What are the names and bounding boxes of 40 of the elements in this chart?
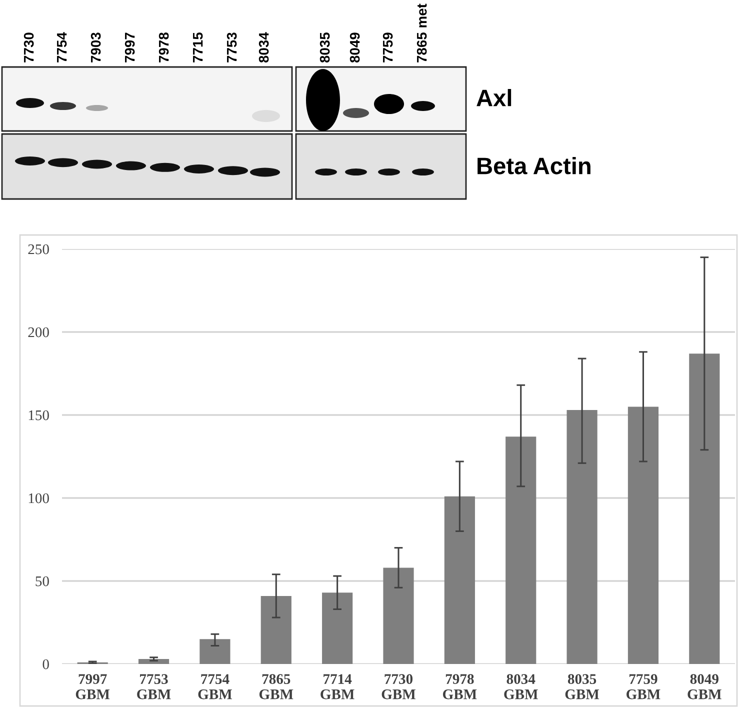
y-tick-label: 150: [28, 410, 49, 420]
bar: [260, 596, 292, 664]
text: 7715: [193, 32, 203, 62]
x-tick-label: 7730 GBM: [382, 674, 416, 700]
x-tick-label: 7759 GBM: [626, 674, 660, 700]
x-tick-label: 7753 GBM: [137, 674, 171, 700]
x-tick-label: 7978 GBM: [442, 674, 477, 700]
bar: [383, 568, 414, 664]
x-tick-label: 7865 GBM: [259, 674, 294, 700]
text: 8049: [350, 32, 360, 63]
y-tick-label: 200: [28, 327, 49, 338]
bar: [566, 410, 598, 664]
text: 7759: [382, 32, 393, 62]
text: 8034: [258, 32, 269, 63]
text: Axl: [476, 88, 512, 106]
bar: [200, 639, 230, 664]
bar: [444, 496, 475, 664]
bar: [506, 436, 536, 664]
text: Beta Actin: [478, 156, 590, 174]
text: 7730: [24, 32, 34, 62]
bar: [689, 354, 720, 664]
text: 7753: [226, 32, 237, 62]
text: 7865 met: [416, 4, 427, 62]
x-tick-label: 7997 GBM: [76, 674, 110, 700]
text: 8035: [320, 32, 330, 63]
y-tick-label: 0: [42, 659, 49, 670]
x-tick-label: 7714 GBM: [320, 674, 354, 700]
text: 7978: [158, 32, 169, 62]
x-tick-label: 8049 GBM: [688, 674, 722, 700]
y-tick-label: 100: [28, 493, 49, 504]
text: 7903: [90, 32, 101, 62]
text: 7997: [124, 32, 135, 62]
x-tick-label: 8035 GBM: [565, 674, 600, 700]
text: 7754: [57, 32, 67, 62]
y-tick-label: 50: [36, 576, 49, 586]
bar: [628, 406, 659, 664]
x-tick-label: 7754 GBM: [198, 674, 232, 700]
x-tick-label: 8034 GBM: [504, 674, 538, 700]
bar: [322, 592, 353, 664]
y-tick-label: 250: [28, 244, 49, 254]
